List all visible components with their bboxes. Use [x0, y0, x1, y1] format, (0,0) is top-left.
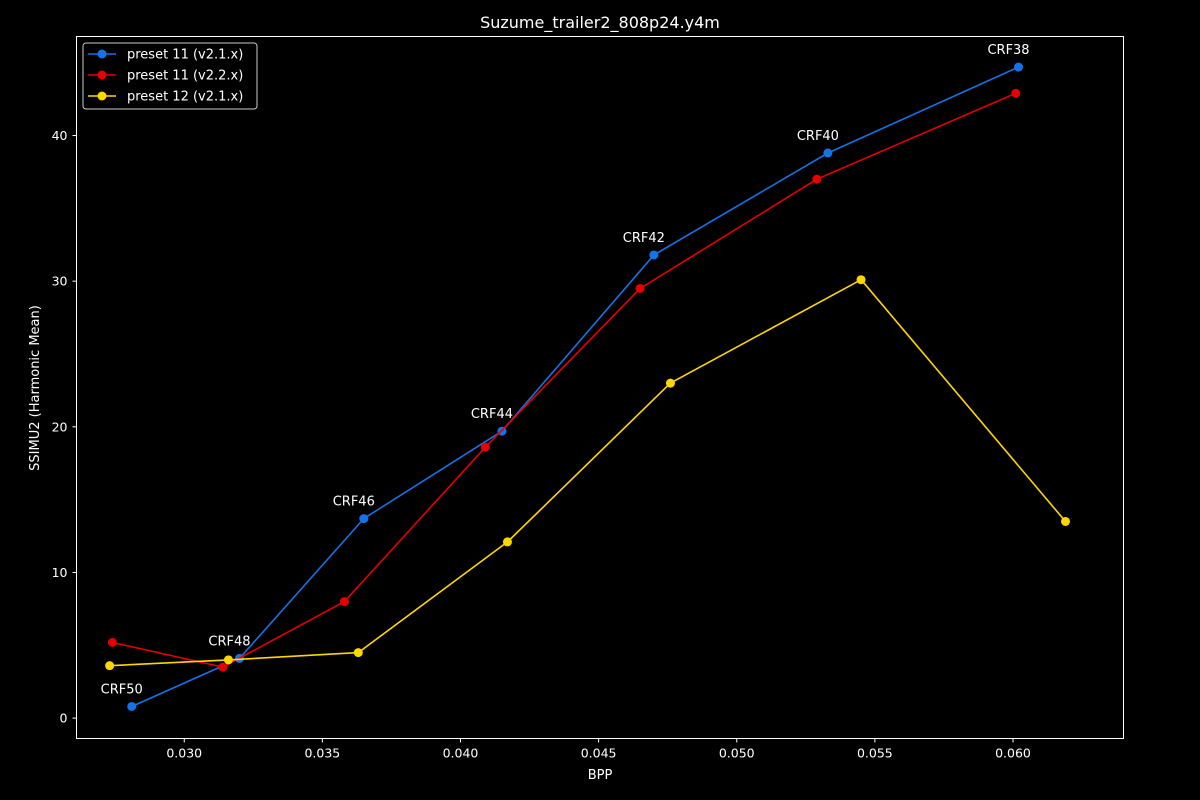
y-tick-label: 20 [52, 419, 68, 434]
data-point [359, 514, 369, 524]
series-3 [105, 275, 1070, 671]
data-point [127, 701, 137, 711]
x-tick-label: 0.045 [581, 746, 617, 761]
data-point [812, 174, 822, 184]
data-point [665, 378, 675, 388]
series-2 [107, 88, 1021, 672]
data-point [353, 648, 363, 658]
x-tick-label: 0.060 [995, 746, 1031, 761]
data-point [649, 250, 659, 260]
crf-annotation: CRF40 [797, 129, 839, 144]
data-point [218, 662, 228, 672]
data-point [856, 275, 866, 285]
legend-box [82, 42, 258, 110]
legend-label: preset 11 (v2.1.x) [127, 48, 243, 63]
x-axis-label: BPP [588, 768, 613, 783]
legend-marker [97, 49, 107, 59]
x-tick-label: 0.030 [166, 746, 202, 761]
crf-annotation: CRF38 [987, 43, 1029, 58]
data-point [1060, 516, 1070, 526]
y-tick-label: 10 [52, 565, 68, 580]
y-tick-label: 30 [52, 274, 68, 289]
x-tick-label: 0.055 [857, 746, 893, 761]
data-point [223, 655, 233, 665]
data-point [502, 537, 512, 547]
legend-marker [97, 70, 107, 80]
y-axis: 0 10 20 30 40 [52, 128, 77, 726]
crf-annotation: CRF44 [471, 407, 513, 422]
legend: preset 11 (v2.1.x) preset 11 (v2.2.x) pres… [82, 42, 258, 110]
crf-annotation: CRF48 [208, 634, 250, 649]
series-layer [105, 62, 1070, 711]
x-tick-label: 0.040 [443, 746, 479, 761]
crf-annotation: CRF42 [623, 231, 665, 246]
crf-annotation: CRF50 [101, 682, 143, 697]
data-point [635, 283, 645, 293]
x-tick-label: 0.035 [304, 746, 340, 761]
data-point [1011, 88, 1021, 98]
x-tick-label: 0.050 [719, 746, 755, 761]
data-point [105, 661, 115, 671]
crf-annotation: CRF46 [333, 495, 375, 510]
legend-label: preset 12 (v2.1.x) [127, 90, 243, 105]
annotation-layer: CRF50 CRF48 CRF46 CRF44 CRF42 CRF40 CRF38 [101, 43, 1030, 697]
y-axis-label: SSIMU2 (Harmonic Mean) [28, 305, 43, 471]
data-point [823, 148, 833, 158]
data-point [339, 597, 349, 607]
data-point [107, 637, 117, 647]
legend-marker [97, 91, 107, 101]
chart-title: Suzume_trailer2_808p24.y4m [480, 13, 720, 33]
data-point [1014, 62, 1024, 72]
y-tick-label: 40 [52, 128, 68, 143]
legend-label: preset 11 (v2.2.x) [127, 69, 243, 84]
data-point [480, 442, 490, 452]
y-tick-label: 0 [60, 711, 68, 726]
x-axis: 0.030 0.035 0.040 0.045 0.050 0.055 0.060 [166, 738, 1031, 761]
plot-area-frame [76, 36, 1124, 739]
